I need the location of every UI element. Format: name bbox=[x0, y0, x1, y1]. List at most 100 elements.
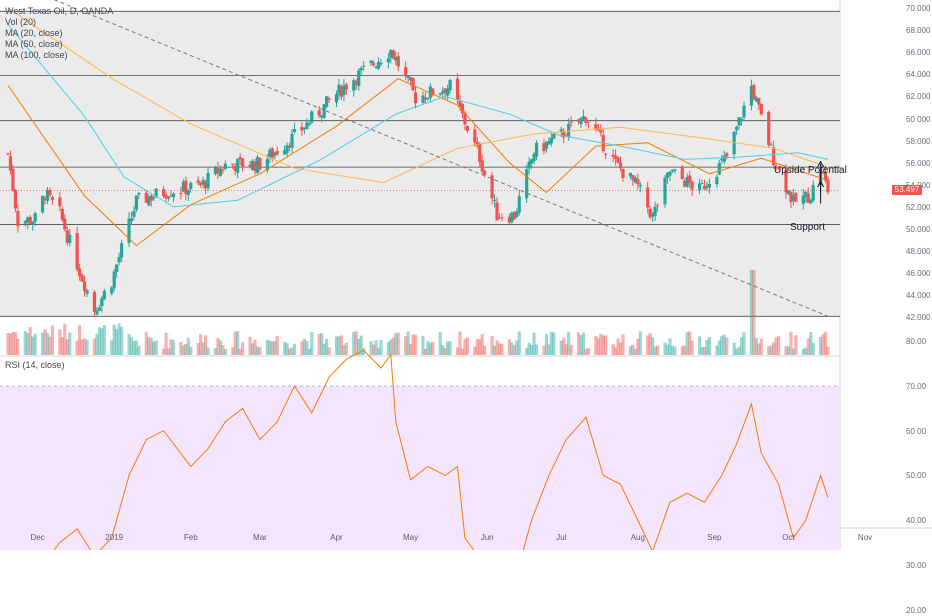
candle-body bbox=[406, 75, 410, 78]
candle-body bbox=[100, 298, 104, 307]
candle-body bbox=[791, 194, 796, 201]
volume-bar bbox=[473, 346, 477, 355]
rsi-tick-label: 70.00 bbox=[906, 382, 927, 391]
candle-body bbox=[110, 287, 114, 294]
volume-bar bbox=[688, 331, 692, 355]
candle-body bbox=[129, 218, 134, 222]
volume-bar bbox=[749, 270, 754, 355]
volume-bar bbox=[179, 342, 183, 355]
candle-body bbox=[702, 185, 707, 190]
volume-bar bbox=[362, 348, 366, 355]
support-arrow-head bbox=[817, 180, 825, 188]
volume-bar bbox=[371, 344, 376, 355]
candle-body bbox=[512, 212, 516, 220]
candle-body bbox=[275, 151, 279, 155]
candle-body bbox=[559, 129, 563, 132]
candle-body bbox=[826, 179, 830, 193]
candle-body bbox=[320, 115, 324, 118]
candle-body bbox=[80, 274, 84, 282]
volume-bar bbox=[408, 343, 413, 355]
volume-bar bbox=[285, 343, 289, 355]
candle-body bbox=[586, 121, 591, 123]
candle-body bbox=[13, 189, 18, 209]
volume-bar bbox=[665, 344, 670, 355]
volume-bar bbox=[11, 332, 15, 355]
candle-body bbox=[495, 202, 499, 221]
volume-bar bbox=[369, 341, 373, 355]
volume-bar bbox=[648, 333, 652, 355]
volume-bar bbox=[359, 335, 363, 355]
volume-bar bbox=[542, 345, 546, 355]
volume-bar bbox=[722, 334, 726, 355]
ma-line-50 bbox=[7, 24, 829, 208]
volume-bar bbox=[655, 345, 660, 355]
volume-bar bbox=[735, 348, 739, 355]
volume-bar bbox=[525, 347, 529, 355]
time-tick-label: Feb bbox=[183, 533, 198, 542]
candle-body bbox=[310, 111, 314, 123]
volume-bar bbox=[549, 331, 553, 355]
candle-body bbox=[759, 104, 763, 115]
candle-body bbox=[596, 129, 600, 131]
candle-body bbox=[342, 85, 346, 96]
volume-bar bbox=[63, 323, 67, 355]
candle-body bbox=[354, 81, 358, 85]
candle-body bbox=[463, 112, 467, 125]
candle-body bbox=[290, 133, 294, 148]
candle-body bbox=[549, 138, 553, 144]
ma-line-100 bbox=[7, 7, 829, 184]
rsi-band bbox=[0, 386, 840, 550]
candle-body bbox=[460, 104, 465, 114]
candle-body bbox=[50, 197, 55, 200]
candle-body bbox=[325, 96, 329, 107]
volume-bar bbox=[292, 343, 297, 355]
candle-body bbox=[23, 221, 27, 224]
candle-body bbox=[500, 217, 504, 219]
volume-bar bbox=[631, 344, 635, 355]
candle-body bbox=[268, 149, 272, 159]
volume-bar bbox=[273, 341, 277, 355]
candle-body bbox=[421, 95, 425, 103]
volume-bar bbox=[480, 334, 484, 355]
volume-bar bbox=[618, 342, 623, 355]
candle-body bbox=[97, 307, 101, 311]
volume-bar bbox=[325, 338, 329, 355]
volume-bar bbox=[530, 344, 534, 355]
candle-body bbox=[134, 195, 139, 210]
candle-body bbox=[735, 126, 739, 131]
candle-body bbox=[584, 117, 588, 123]
volume-bar bbox=[534, 344, 539, 355]
volume-bar bbox=[818, 336, 823, 355]
price-tick-label: 48.000 bbox=[906, 247, 931, 257]
annotation-support: Support bbox=[790, 222, 826, 233]
volume-bar bbox=[389, 339, 393, 355]
chart-canvas[interactable] bbox=[0, 0, 932, 550]
candle-body bbox=[527, 161, 531, 169]
volume-bar bbox=[490, 335, 494, 355]
volume-bar bbox=[786, 346, 791, 355]
candle-body bbox=[248, 164, 252, 168]
candle-body bbox=[199, 182, 203, 186]
candle-body bbox=[670, 169, 674, 172]
volume-bar bbox=[628, 346, 633, 355]
candle-body bbox=[441, 91, 445, 94]
volume-bar bbox=[465, 337, 469, 355]
time-tick-label: Mar bbox=[253, 533, 267, 542]
volume-bar bbox=[599, 333, 603, 355]
volume-bar bbox=[45, 333, 50, 355]
candle-body bbox=[369, 60, 373, 64]
candle-body bbox=[394, 57, 398, 61]
rsi-tick-label: 60.00 bbox=[906, 426, 927, 436]
upside-arrow-head bbox=[817, 160, 825, 168]
time-tick-label: 2019 bbox=[105, 533, 124, 542]
volume-bar bbox=[144, 331, 148, 355]
candle-body bbox=[497, 217, 502, 219]
candle-body bbox=[611, 154, 615, 157]
volume-bar bbox=[231, 347, 235, 355]
volume-bar bbox=[752, 270, 756, 355]
candle-body bbox=[465, 126, 469, 131]
candle-body bbox=[307, 123, 311, 125]
rsi-tick-label: 30.00 bbox=[906, 560, 927, 570]
candle-body bbox=[102, 291, 106, 300]
volume-bar bbox=[404, 336, 408, 355]
